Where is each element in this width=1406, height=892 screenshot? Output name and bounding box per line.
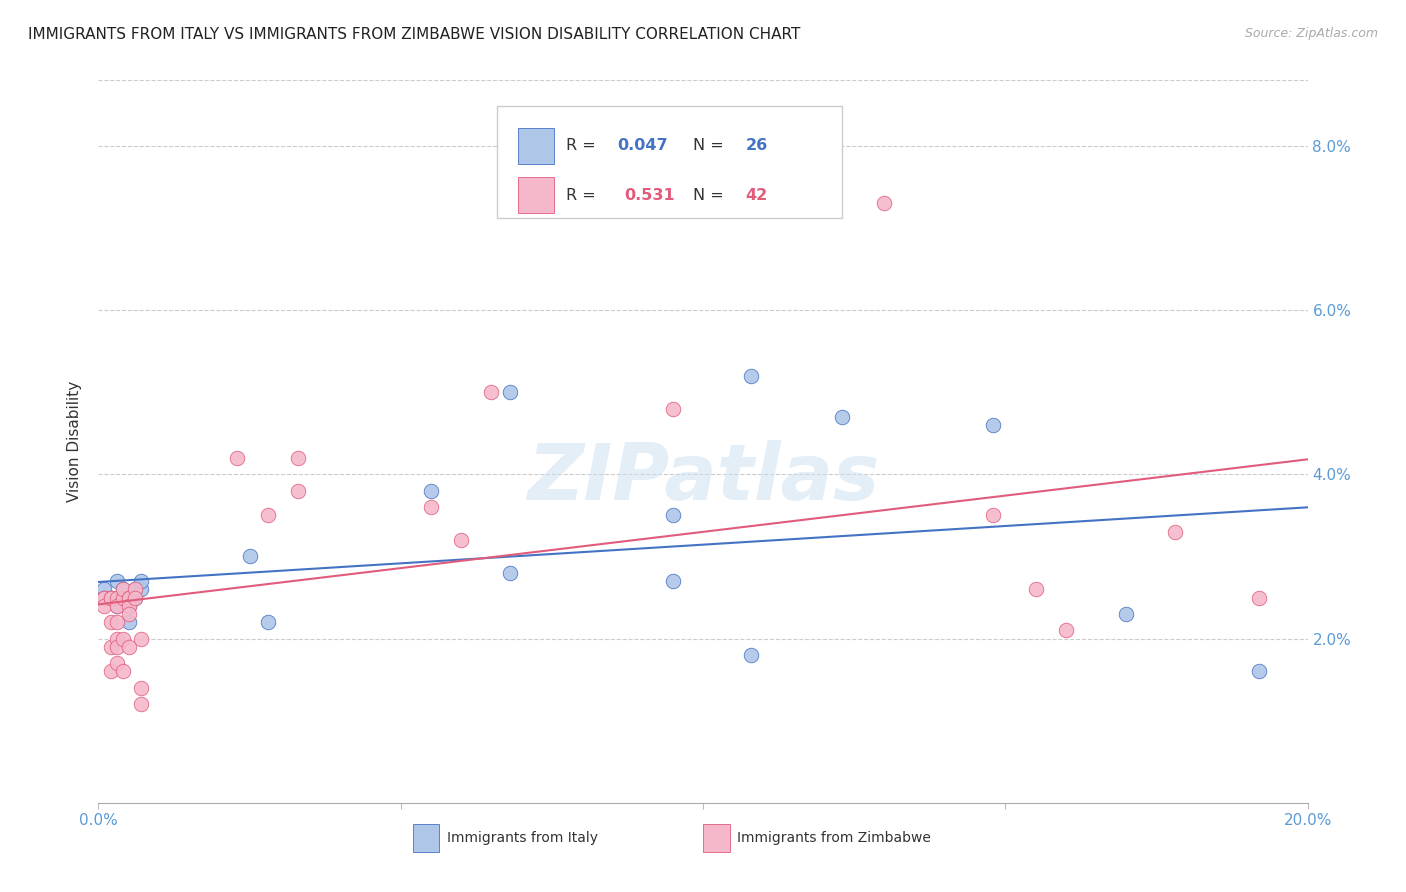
- Point: [740, 368, 762, 383]
- Text: R =: R =: [567, 138, 602, 153]
- Text: Source: ZipAtlas.com: Source: ZipAtlas.com: [1244, 27, 1378, 40]
- Point: [129, 582, 152, 597]
- Text: 0.531: 0.531: [624, 187, 675, 202]
- Point: [105, 640, 128, 654]
- Point: [1054, 624, 1077, 638]
- Text: N =: N =: [693, 138, 730, 153]
- Point: [420, 483, 443, 498]
- Point: [1249, 591, 1271, 605]
- Point: [661, 574, 683, 588]
- Point: [256, 615, 278, 630]
- Point: [111, 591, 134, 605]
- Point: [661, 401, 683, 416]
- Bar: [413, 824, 440, 852]
- Text: Immigrants from Zimbabwe: Immigrants from Zimbabwe: [737, 831, 931, 846]
- Point: [100, 591, 122, 605]
- Point: [831, 409, 853, 424]
- Point: [129, 632, 152, 646]
- Bar: [517, 128, 554, 164]
- Point: [124, 582, 146, 597]
- Point: [118, 615, 141, 630]
- Point: [93, 591, 115, 605]
- Point: [93, 591, 115, 605]
- Point: [105, 657, 128, 671]
- Point: [100, 591, 122, 605]
- Text: 42: 42: [745, 187, 768, 202]
- Text: R =: R =: [567, 187, 606, 202]
- Point: [118, 607, 141, 621]
- Point: [124, 591, 146, 605]
- Point: [1115, 607, 1137, 621]
- Point: [740, 648, 762, 662]
- Point: [287, 450, 309, 465]
- FancyBboxPatch shape: [498, 105, 842, 218]
- Point: [105, 615, 128, 630]
- Y-axis label: Vision Disability: Vision Disability: [67, 381, 83, 502]
- Text: N =: N =: [693, 187, 730, 202]
- Point: [498, 566, 520, 580]
- Text: ZIPatlas: ZIPatlas: [527, 440, 879, 516]
- Point: [105, 591, 128, 605]
- Point: [420, 500, 443, 515]
- Point: [481, 385, 503, 400]
- Point: [100, 615, 122, 630]
- Point: [100, 591, 122, 605]
- Point: [129, 681, 152, 695]
- Point: [450, 533, 472, 547]
- Point: [239, 549, 262, 564]
- Point: [111, 591, 134, 605]
- Point: [93, 591, 115, 605]
- Point: [105, 574, 128, 588]
- Point: [93, 582, 115, 597]
- Point: [105, 599, 128, 613]
- Text: 26: 26: [745, 138, 768, 153]
- Point: [287, 483, 309, 498]
- Point: [498, 385, 520, 400]
- Point: [118, 640, 141, 654]
- Point: [93, 599, 115, 613]
- Point: [111, 665, 134, 679]
- Point: [1163, 524, 1185, 539]
- Point: [124, 591, 146, 605]
- Point: [1024, 582, 1046, 597]
- Point: [118, 599, 141, 613]
- Point: [100, 665, 122, 679]
- Text: 0.047: 0.047: [617, 138, 668, 153]
- Point: [661, 508, 683, 523]
- Point: [100, 640, 122, 654]
- Point: [105, 599, 128, 613]
- Point: [1249, 665, 1271, 679]
- Bar: [703, 824, 730, 852]
- Point: [226, 450, 249, 465]
- Bar: [517, 177, 554, 213]
- Point: [129, 698, 152, 712]
- Point: [111, 632, 134, 646]
- Point: [118, 591, 141, 605]
- Point: [111, 582, 134, 597]
- Point: [981, 418, 1004, 433]
- Point: [256, 508, 278, 523]
- Point: [873, 196, 896, 211]
- Point: [129, 574, 152, 588]
- Text: Immigrants from Italy: Immigrants from Italy: [447, 831, 598, 846]
- Point: [118, 591, 141, 605]
- Point: [105, 632, 128, 646]
- Point: [981, 508, 1004, 523]
- Point: [111, 582, 134, 597]
- Point: [118, 599, 141, 613]
- Point: [124, 582, 146, 597]
- Text: IMMIGRANTS FROM ITALY VS IMMIGRANTS FROM ZIMBABWE VISION DISABILITY CORRELATION : IMMIGRANTS FROM ITALY VS IMMIGRANTS FROM…: [28, 27, 800, 42]
